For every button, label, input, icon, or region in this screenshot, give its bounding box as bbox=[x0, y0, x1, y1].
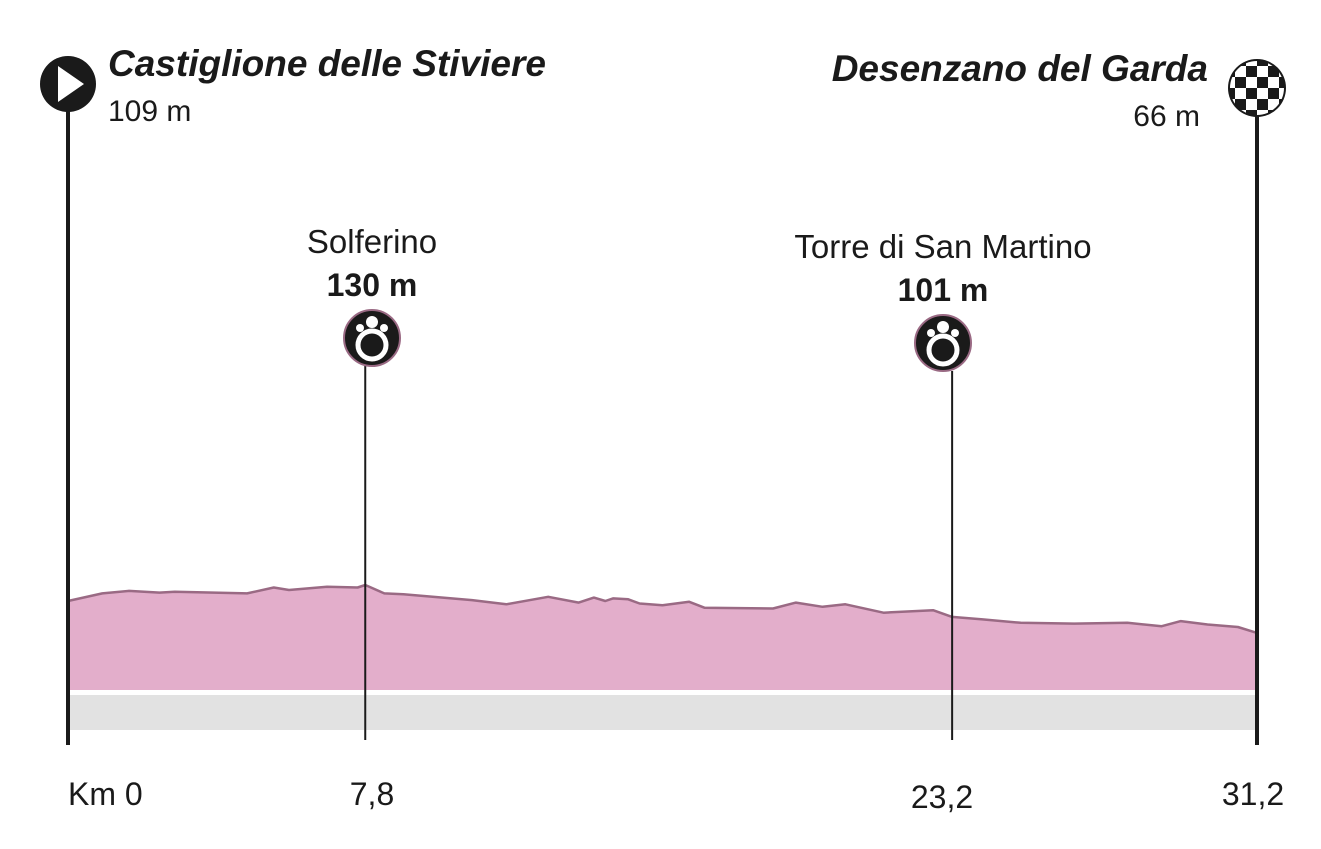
checker-cell bbox=[1246, 77, 1257, 88]
intermediate-sprint-icon bbox=[914, 314, 972, 372]
checker-cell bbox=[1230, 88, 1235, 99]
checker-cell bbox=[1257, 88, 1268, 99]
checker-cell bbox=[1235, 99, 1246, 110]
checker-cell bbox=[1230, 61, 1235, 66]
checker-cell bbox=[1257, 61, 1268, 66]
checker-cell bbox=[1257, 66, 1268, 77]
start-place-name: Castiglione delle Stiviere bbox=[108, 43, 546, 84]
checker-cell bbox=[1279, 88, 1284, 99]
checker-cell bbox=[1246, 99, 1257, 110]
checker-cell bbox=[1257, 110, 1268, 115]
checker-cell bbox=[1268, 88, 1279, 99]
finish-place-name: Desenzano del Garda bbox=[832, 48, 1208, 89]
intermediate-sprint-icon bbox=[343, 309, 401, 367]
checker-cell bbox=[1257, 77, 1268, 88]
checker-cell bbox=[1235, 88, 1246, 99]
elevation-profile-area bbox=[68, 585, 1257, 690]
checker-cell bbox=[1246, 61, 1257, 66]
checker-cell bbox=[1235, 66, 1246, 77]
finish-elevation: 66 m bbox=[1133, 100, 1200, 133]
km-label-start: Km 0 bbox=[68, 776, 143, 812]
checker-cell bbox=[1257, 99, 1268, 110]
checker-cell bbox=[1279, 110, 1284, 115]
checker-cell bbox=[1230, 77, 1235, 88]
checker-cell bbox=[1246, 88, 1257, 99]
checker-cell bbox=[1246, 110, 1257, 115]
checkered-flag-icon bbox=[1228, 59, 1286, 117]
checker-cell bbox=[1230, 110, 1235, 115]
checker-cell bbox=[1268, 99, 1279, 110]
checker-cell bbox=[1268, 77, 1279, 88]
waypoint-elevation: 101 m bbox=[898, 272, 989, 308]
waypoint-elevation: 130 m bbox=[327, 267, 418, 303]
checker-cell bbox=[1279, 77, 1284, 88]
start-play-icon bbox=[40, 56, 96, 112]
start-elevation: 109 m bbox=[108, 95, 191, 128]
km-label: 7,8 bbox=[350, 776, 394, 812]
waypoint-name: Torre di San Martino bbox=[794, 228, 1091, 265]
checker-cell bbox=[1246, 66, 1257, 77]
km-label: 23,2 bbox=[911, 779, 973, 815]
elevation-profile-outline bbox=[67, 583, 1258, 635]
checker-cell bbox=[1268, 66, 1279, 77]
km-label-end: 31,2 bbox=[1222, 776, 1284, 812]
ground-band bbox=[68, 695, 1257, 730]
checker-cell bbox=[1279, 61, 1284, 66]
checker-cell bbox=[1235, 77, 1246, 88]
waypoint-name: Solferino bbox=[307, 223, 437, 260]
